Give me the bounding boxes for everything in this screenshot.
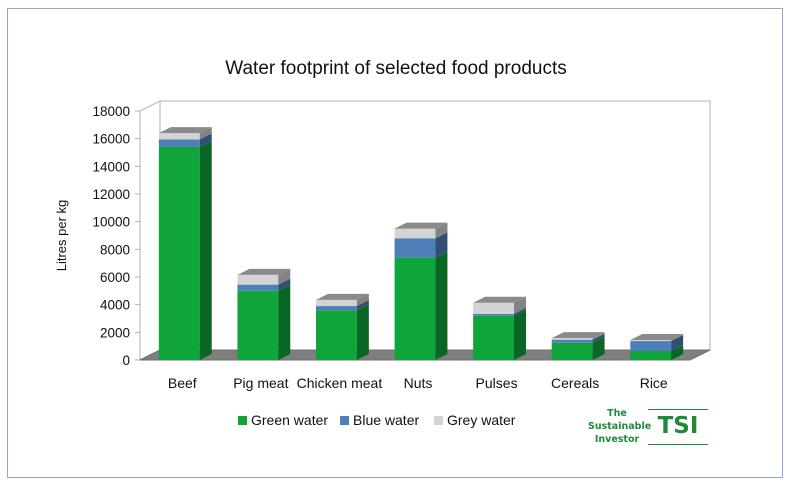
chart-frame (7, 8, 783, 478)
y-tick-label: 12000 (92, 187, 130, 202)
bar-top (394, 222, 448, 229)
bar-side (671, 335, 684, 352)
bar-top (316, 293, 369, 300)
bar-top (630, 333, 684, 340)
y-tick-label: 10000 (92, 215, 130, 230)
bar-side (514, 296, 526, 314)
bar-segment-grey-water (316, 299, 357, 307)
bar-side (435, 251, 448, 360)
bar-side (435, 232, 448, 258)
bar-segment-green-water (630, 351, 672, 360)
bar-side (356, 300, 369, 311)
y-tick-label: 4000 (100, 298, 130, 313)
bar-top (158, 127, 212, 134)
bar-segment-grey-water (158, 133, 200, 140)
bar-segment-blue-water (237, 284, 279, 291)
y-tick-label: 2000 (100, 325, 130, 340)
y-tick-label: 0 (122, 353, 130, 368)
x-tick-label: Cereals (551, 375, 599, 391)
bar-segment-blue-water (158, 139, 200, 147)
bar-side (199, 140, 212, 360)
bar-segment-grey-water (394, 228, 436, 239)
side-wall (139, 100, 161, 361)
chart-title: Water footprint of selected food product… (225, 58, 567, 79)
x-tick-label: Rice (640, 375, 668, 391)
bar-segment-green-water (158, 146, 200, 360)
bar-side (435, 222, 448, 239)
bar-segment-grey-water (630, 339, 672, 342)
bar-side (199, 133, 212, 147)
bar-segment-grey-water (551, 338, 593, 340)
logo-line-3: Investor (594, 434, 640, 445)
legend-swatch (238, 416, 247, 425)
logo-line-1: The (607, 408, 627, 419)
bar-side (592, 333, 605, 343)
bar-side (514, 309, 526, 360)
bar-side (592, 332, 605, 340)
bar-side (356, 304, 369, 360)
bar-segment-green-water (551, 342, 593, 360)
bar-side (278, 284, 291, 360)
bar-segment-grey-water (237, 274, 279, 285)
y-tick-label: 16000 (92, 132, 130, 147)
bar-segment-blue-water (551, 339, 593, 343)
legend-swatch (340, 416, 349, 425)
legend-swatch (434, 416, 443, 425)
logo-mark: TSI (648, 409, 708, 445)
bar-side (514, 307, 526, 316)
logo-line-2: Sustainable (588, 421, 652, 432)
bar-segment-green-water (316, 310, 357, 360)
bar-segment-blue-water (473, 313, 514, 316)
bar-segment-grey-water (473, 302, 514, 314)
bar-top (551, 332, 605, 339)
tsi-logo: The Sustainable Investor TSI (588, 405, 718, 449)
y-tick-label: 18000 (92, 104, 130, 119)
bar-segment-green-water (237, 290, 279, 360)
bar-segment-blue-water (394, 238, 436, 258)
y-tick-label: 6000 (100, 270, 130, 285)
legend-label: Blue water (353, 412, 419, 428)
x-tick-label: Nuts (404, 375, 433, 391)
bar-segment-blue-water (316, 306, 357, 311)
bar-top (473, 296, 526, 303)
bar-side (592, 336, 605, 360)
x-tick-label: Beef (168, 375, 197, 391)
x-tick-label: Pulses (476, 375, 518, 391)
logo-wordmark: The Sustainable Investor (588, 407, 652, 446)
bar-side (199, 127, 212, 140)
x-tick-label: Chicken meat (297, 375, 383, 391)
bar-segment-green-water (473, 315, 514, 360)
bar-side (356, 293, 369, 307)
bar-segment-blue-water (630, 341, 672, 352)
bar-side (278, 278, 291, 291)
bar-top (237, 268, 291, 275)
y-axis-label: Litres per kg (54, 200, 69, 272)
y-tick-label: 14000 (92, 159, 130, 174)
bar-side (671, 333, 684, 342)
legend-label: Grey water (447, 412, 516, 428)
bar-side (278, 268, 291, 285)
bar-segment-green-water (394, 257, 436, 360)
x-tick-label: Pig meat (233, 375, 288, 391)
bar-side (671, 345, 684, 360)
legend-label: Green water (251, 412, 328, 428)
y-tick-label: 8000 (100, 242, 130, 257)
